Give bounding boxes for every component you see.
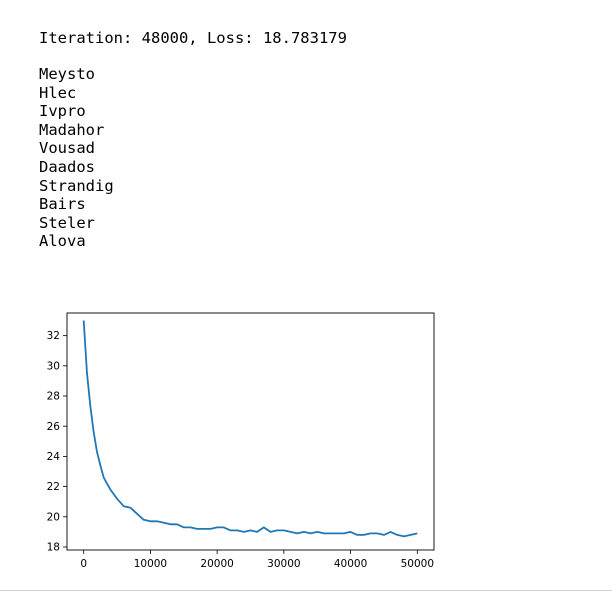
generated-name: Strandig xyxy=(39,176,114,195)
x-tick-label: 40000 xyxy=(334,558,367,570)
loss-chart: 0 10000 20000 30000 40000 50000 18 20 22 24 26 28 30… xyxy=(0,300,612,580)
x-tick-label: 10000 xyxy=(134,558,167,570)
y-tick-label: 24 xyxy=(47,451,61,463)
y-tick-label: 26 xyxy=(47,421,61,433)
y-tick-label: 32 xyxy=(47,330,60,342)
generated-names-list: Meysto Hlec Ivpro Madahor Vousad Daados … xyxy=(39,65,599,251)
cell-output: Iteration: 48000, Loss: 18.783179 Meysto… xyxy=(39,28,599,251)
y-tick-label: 22 xyxy=(47,481,60,493)
generated-name: Vousad xyxy=(39,139,95,158)
y-tick-label: 30 xyxy=(47,360,60,372)
x-tick-label: 0 xyxy=(80,558,87,570)
x-tick-label: 30000 xyxy=(267,558,300,570)
generated-name: Daados xyxy=(39,157,95,176)
loss-chart-svg: 0 10000 20000 30000 40000 50000 18 20 22 24 26 28 30… xyxy=(47,312,435,570)
loss-line xyxy=(82,320,418,538)
y-tick-label: 18 xyxy=(47,542,60,554)
generated-name: Steler xyxy=(39,213,95,232)
generated-name: Alova xyxy=(39,232,86,251)
y-tick-label: 20 xyxy=(47,511,60,523)
x-tick-label: 20000 xyxy=(200,558,233,570)
generated-name: Madahor xyxy=(39,120,105,139)
generated-name: Bairs xyxy=(39,195,86,214)
generated-name: Ivpro xyxy=(39,102,86,121)
x-tick-label: 50000 xyxy=(401,558,434,570)
iteration-loss-text: Iteration: 48000, Loss: 18.783179 xyxy=(39,29,347,47)
generated-name: Hlec xyxy=(39,83,77,102)
y-tick-label: 28 xyxy=(47,391,60,403)
generated-name: Meysto xyxy=(39,65,95,83)
plot-frame xyxy=(66,312,435,551)
